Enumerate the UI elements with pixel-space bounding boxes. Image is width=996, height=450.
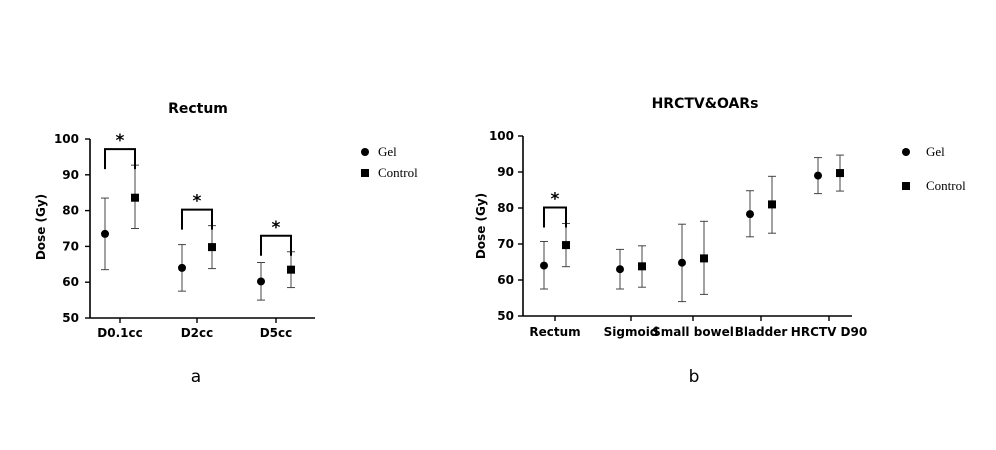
- chart-b-y-tick-label: 70: [497, 237, 514, 251]
- chart-b-significance-bracket: [543, 206, 567, 228]
- panel-label-b: b: [689, 367, 700, 387]
- chart-a-significance-star: *: [272, 218, 281, 238]
- chart-a-y-tick-label: 70: [62, 239, 79, 253]
- chart-b-point-gel: [678, 258, 686, 267]
- chart-a-y-tick-label: 80: [62, 204, 79, 218]
- chart-a-significance-star: *: [116, 131, 125, 151]
- chart-b-y-tick-label: 60: [497, 273, 514, 287]
- legend-a-control-marker: [361, 169, 369, 177]
- chart-a-significance-bracket: [260, 234, 292, 256]
- chart-b-x-tick-label: HRCTV D90: [791, 325, 867, 339]
- legend-b-control-label: Control: [926, 178, 966, 193]
- chart-a-x-tick-label: D0.1cc: [97, 326, 142, 340]
- chart-b-point-gel: [616, 265, 624, 274]
- chart-panel-a: Rectum Dose (Gy) a 50 60 70 80 90 100 D0.1cc D2…: [34, 101, 315, 387]
- chart-a-point-control: [208, 243, 216, 252]
- chart-a-significance-star: *: [193, 192, 202, 212]
- chart-a-plot: 50 60 70 80 90 100 D0.1cc D2cc D5cc * * *: [54, 131, 315, 340]
- chart-a-point-gel: [178, 263, 186, 272]
- chart-a-significance-bracket: [181, 208, 213, 230]
- chart-b-ylabel: Dose (Gy): [474, 193, 488, 259]
- chart-b-point-gel: [746, 210, 754, 219]
- chart-b-point-gel: [540, 261, 548, 270]
- chart-b-point-control: [700, 254, 708, 263]
- chart-a-point-control: [131, 193, 139, 202]
- legend-a-gel-marker: [361, 148, 369, 156]
- chart-a-y-tick-label: 50: [62, 311, 79, 325]
- chart-b-point-control: [638, 262, 646, 271]
- chart-b-x-tick-label: Bladder: [735, 325, 788, 339]
- chart-a-point-gel: [101, 229, 109, 238]
- chart-b-x-tick-label: Sigmoid: [604, 325, 659, 339]
- chart-b-x-tick-label: Rectum: [529, 325, 580, 339]
- chart-a-point-control: [287, 265, 295, 274]
- chart-a-title: Rectum: [168, 101, 228, 117]
- chart-b-y-tick-label: 80: [497, 201, 514, 215]
- chart-a-significance-bracket: [104, 148, 136, 170]
- chart-a-x-tick-label: D5cc: [260, 326, 293, 340]
- chart-b-y-tick-label: 90: [497, 165, 514, 179]
- legend-b-gel-marker: [902, 148, 910, 156]
- legend-a-gel-label: Gel: [378, 144, 397, 159]
- chart-a-y-tick-label: 60: [62, 275, 79, 289]
- chart-b-x-tick-label: Small bowel: [652, 325, 734, 339]
- chart-b-y-tick-label: 50: [497, 309, 514, 323]
- chart-b-point-gel: [814, 171, 822, 180]
- panel-label-a: a: [191, 367, 201, 387]
- legend-a: Gel Control: [361, 144, 418, 180]
- chart-a-y-tick-label: 100: [54, 132, 79, 146]
- legend-b-gel-label: Gel: [926, 144, 945, 159]
- chart-a-y-tick-label: 90: [62, 168, 79, 182]
- chart-b-point-control: [562, 241, 570, 250]
- legend-b-control-marker: [902, 182, 910, 190]
- chart-panel-b: HRCTV&OARs Dose (Gy) b 50 60 70 80 90 100 Rect…: [474, 96, 867, 387]
- chart-a-x-tick-label: D2cc: [181, 326, 214, 340]
- chart-b-title: HRCTV&OARs: [652, 96, 759, 112]
- chart-b-y-tick-label: 100: [489, 129, 514, 143]
- chart-b-significance-star: *: [551, 189, 560, 209]
- legend-b: Gel Control: [902, 144, 966, 193]
- chart-a-point-gel: [257, 277, 265, 286]
- chart-a-ylabel: Dose (Gy): [34, 194, 48, 260]
- chart-b-point-control: [768, 200, 776, 209]
- legend-a-control-label: Control: [378, 165, 418, 180]
- chart-b-point-control: [836, 169, 844, 178]
